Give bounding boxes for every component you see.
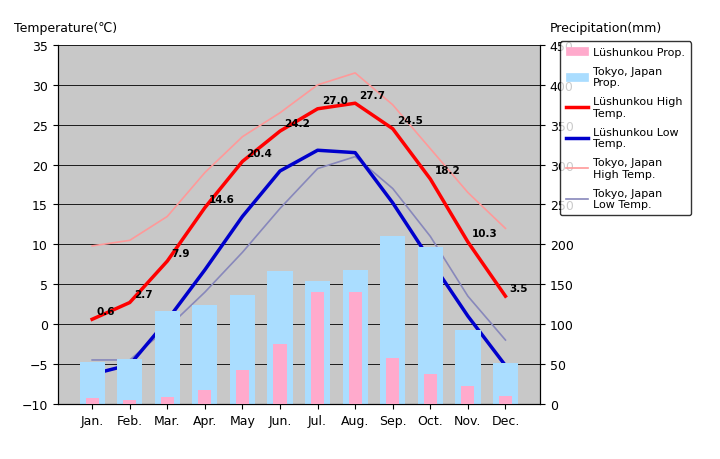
Text: 27.0: 27.0 bbox=[322, 96, 348, 106]
Tokyo, Japan
High Temp. bbox=[276, 111, 284, 116]
Bar bbox=[230, 295, 255, 404]
Text: 3.5: 3.5 bbox=[510, 283, 528, 293]
Tokyo, Japan
Low Temp. bbox=[388, 186, 397, 192]
Text: 7.9: 7.9 bbox=[171, 248, 190, 258]
Bar bbox=[86, 398, 99, 404]
Bar bbox=[198, 391, 212, 404]
Lüshunkou High
Temp. bbox=[163, 259, 171, 264]
Lüshunkou Low
Temp. bbox=[125, 362, 134, 368]
Tokyo, Japan
Low Temp. bbox=[125, 358, 134, 363]
Bar bbox=[192, 305, 217, 404]
Lüshunkou High
Temp. bbox=[426, 177, 435, 182]
Bar bbox=[155, 311, 180, 404]
Line: Lüshunkou Low
Temp.: Lüshunkou Low Temp. bbox=[92, 151, 505, 375]
Lüshunkou High
Temp. bbox=[125, 300, 134, 306]
Bar bbox=[117, 359, 143, 404]
Lüshunkou High
Temp. bbox=[501, 294, 510, 299]
Lüshunkou Low
Temp. bbox=[464, 313, 472, 319]
Bar bbox=[423, 374, 437, 404]
Lüshunkou Low
Temp. bbox=[426, 258, 435, 263]
Lüshunkou Low
Temp. bbox=[313, 148, 322, 154]
Bar bbox=[267, 271, 292, 404]
Tokyo, Japan
High Temp. bbox=[238, 134, 247, 140]
Tokyo, Japan
High Temp. bbox=[464, 190, 472, 196]
Lüshunkou Low
Temp. bbox=[501, 363, 510, 369]
Text: Precipitation(mm): Precipitation(mm) bbox=[549, 22, 662, 35]
Lüshunkou Low
Temp. bbox=[201, 268, 210, 273]
Tokyo, Japan
Low Temp. bbox=[201, 290, 210, 295]
Lüshunkou Low
Temp. bbox=[388, 201, 397, 206]
Lüshunkou High
Temp. bbox=[88, 317, 96, 322]
Tokyo, Japan
High Temp. bbox=[388, 103, 397, 108]
Tokyo, Japan
Low Temp. bbox=[313, 167, 322, 172]
Bar bbox=[418, 247, 443, 404]
Tokyo, Japan
Low Temp. bbox=[501, 337, 510, 343]
Lüshunkou High
Temp. bbox=[351, 101, 359, 107]
Tokyo, Japan
Low Temp. bbox=[351, 155, 359, 160]
Bar bbox=[79, 363, 105, 404]
Tokyo, Japan
High Temp. bbox=[351, 71, 359, 77]
Bar bbox=[305, 281, 330, 404]
Lüshunkou High
Temp. bbox=[276, 129, 284, 134]
Lüshunkou High
Temp. bbox=[464, 240, 472, 245]
Text: 2.7: 2.7 bbox=[134, 289, 153, 299]
Text: 18.2: 18.2 bbox=[434, 166, 460, 176]
Legend: Lüshunkou Prop., Tokyo, Japan
Prop., Lüshunkou High
Temp., Lüshunkou Low
Temp., : Lüshunkou Prop., Tokyo, Japan Prop., Lüs… bbox=[560, 42, 691, 215]
Line: Tokyo, Japan
Low Temp.: Tokyo, Japan Low Temp. bbox=[92, 157, 505, 360]
Bar bbox=[462, 386, 474, 404]
Bar bbox=[499, 396, 512, 404]
Bar bbox=[161, 397, 174, 404]
Text: 27.7: 27.7 bbox=[359, 90, 385, 101]
Lüshunkou Low
Temp. bbox=[276, 169, 284, 174]
Bar bbox=[236, 369, 249, 404]
Tokyo, Japan
High Temp. bbox=[201, 170, 210, 176]
Lüshunkou High
Temp. bbox=[201, 206, 210, 211]
Bar bbox=[123, 400, 136, 404]
Tokyo, Japan
High Temp. bbox=[88, 244, 96, 249]
Text: 20.4: 20.4 bbox=[247, 149, 272, 158]
Text: 10.3: 10.3 bbox=[472, 229, 498, 239]
Text: Temperature(℃): Temperature(℃) bbox=[14, 22, 117, 35]
Bar bbox=[386, 358, 400, 404]
Bar bbox=[380, 237, 405, 404]
Text: 24.2: 24.2 bbox=[284, 118, 310, 128]
Bar bbox=[348, 292, 361, 404]
Tokyo, Japan
High Temp. bbox=[163, 214, 171, 220]
Tokyo, Japan
High Temp. bbox=[501, 226, 510, 232]
Tokyo, Japan
Low Temp. bbox=[276, 206, 284, 212]
Bar bbox=[274, 344, 287, 404]
Bar bbox=[455, 330, 480, 404]
Text: 0.6: 0.6 bbox=[96, 306, 114, 316]
Lüshunkou High
Temp. bbox=[388, 127, 397, 132]
Tokyo, Japan
Low Temp. bbox=[163, 325, 171, 331]
Tokyo, Japan
Low Temp. bbox=[464, 294, 472, 299]
Tokyo, Japan
Low Temp. bbox=[426, 234, 435, 240]
Lüshunkou High
Temp. bbox=[238, 159, 247, 165]
Line: Tokyo, Japan
High Temp.: Tokyo, Japan High Temp. bbox=[92, 74, 505, 246]
Line: Lüshunkou High
Temp.: Lüshunkou High Temp. bbox=[92, 104, 505, 319]
Bar bbox=[311, 292, 324, 404]
Tokyo, Japan
High Temp. bbox=[125, 238, 134, 244]
Bar bbox=[492, 364, 518, 404]
Lüshunkou High
Temp. bbox=[313, 107, 322, 112]
Lüshunkou Low
Temp. bbox=[88, 372, 96, 377]
Tokyo, Japan
High Temp. bbox=[426, 146, 435, 152]
Text: 24.5: 24.5 bbox=[397, 116, 423, 126]
Bar bbox=[343, 270, 368, 404]
Lüshunkou Low
Temp. bbox=[351, 151, 359, 156]
Text: 14.6: 14.6 bbox=[209, 195, 235, 205]
Tokyo, Japan
Low Temp. bbox=[88, 358, 96, 363]
Lüshunkou Low
Temp. bbox=[238, 214, 247, 220]
Lüshunkou Low
Temp. bbox=[163, 318, 171, 323]
Tokyo, Japan
High Temp. bbox=[313, 83, 322, 89]
Tokyo, Japan
Low Temp. bbox=[238, 250, 247, 256]
